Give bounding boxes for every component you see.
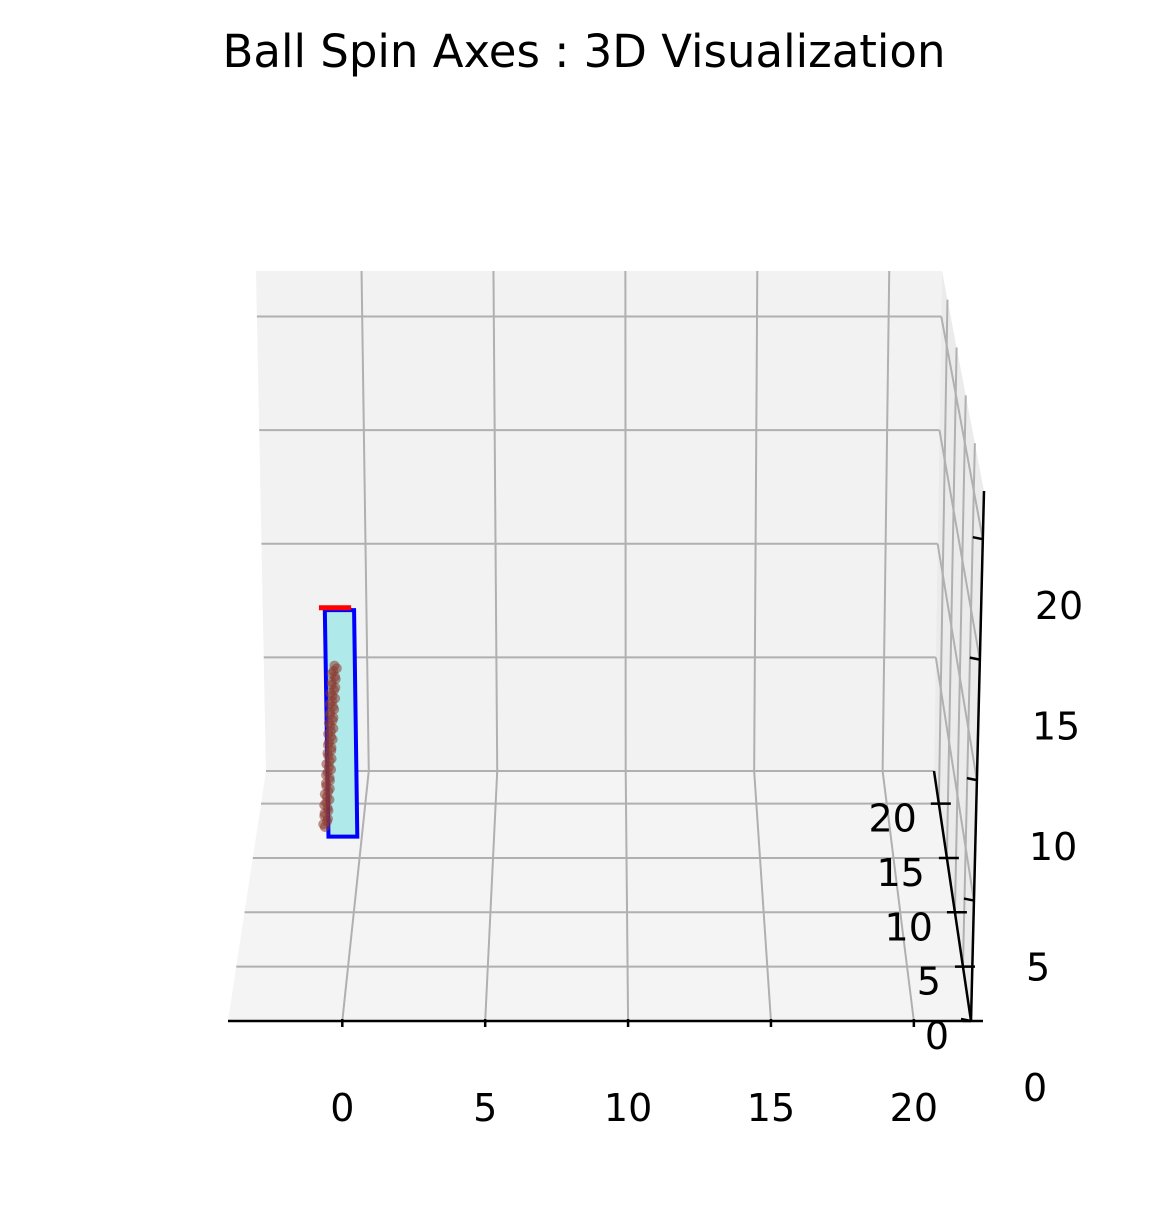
z-tick-label-20: 20 — [1035, 584, 1083, 628]
back-grid-x-15 — [753, 270, 759, 772]
z-tick-label-5: 5 — [1026, 946, 1050, 990]
floor-grid-x-0 — [341, 770, 370, 1022]
z-tick-label-10: 10 — [1029, 825, 1077, 869]
x-tick-label-5: 5 — [473, 1086, 497, 1130]
z-tick-20 — [972, 535, 984, 541]
z-axis-ticks: 0 5 10 15 20 — [960, 535, 1083, 1110]
z-tick-label-15: 15 — [1032, 705, 1080, 749]
right-grid-y-5 — [961, 443, 976, 967]
right-grid-y-10 — [953, 395, 967, 913]
right-grid-z-20 — [940, 316, 984, 540]
x-tick-label-20: 20 — [890, 1086, 938, 1130]
z-tick-15 — [969, 656, 981, 661]
y-tick-label-0: 0 — [925, 1014, 949, 1058]
x-tick-label-15: 15 — [747, 1086, 795, 1130]
grid-lines — [228, 270, 985, 1022]
z-axis-line — [969, 490, 986, 1022]
trace-point-59 — [319, 822, 330, 832]
right-grid-y-20 — [937, 299, 949, 804]
y-tick-label-15: 15 — [877, 851, 925, 895]
floor-grid-x-5 — [484, 770, 499, 1022]
z-tick-label-0: 0 — [1023, 1066, 1047, 1110]
z-tick-5 — [963, 897, 975, 902]
y-tick-label-5: 5 — [917, 960, 941, 1004]
axes-panes — [228, 271, 984, 1021]
y-tick-label-20: 20 — [868, 797, 916, 841]
back-pane — [256, 271, 942, 771]
back-grid-x-0 — [360, 270, 370, 772]
y-tick-label-10: 10 — [885, 905, 933, 949]
plot-objects — [318, 605, 360, 839]
y-axis-ticks: 0 5 10 15 20 — [868, 797, 983, 1058]
right-grid-z-15 — [938, 429, 981, 660]
z-tick-0 — [960, 1017, 972, 1023]
back-grid-x-20 — [881, 270, 891, 772]
back-grid-x-5 — [492, 270, 499, 772]
floor-grid-x-10 — [624, 770, 630, 1022]
floor-pane — [228, 771, 971, 1021]
x-tick-label-0: 0 — [330, 1086, 354, 1130]
floor-grid-x-15 — [753, 770, 772, 1022]
x-tick-label-10: 10 — [604, 1086, 652, 1130]
right-grid-y-15 — [945, 347, 958, 858]
axis-lines — [228, 490, 986, 1023]
floor-grid-x-20 — [881, 770, 915, 1022]
x-axis-ticks: 0 5 10 15 20 — [330, 1019, 938, 1130]
chart-title: Ball Spin Axes : 3D Visualization — [223, 25, 946, 78]
spin-axis-trace — [318, 660, 342, 832]
z-tick-10 — [966, 776, 978, 782]
y-axis-line — [932, 770, 973, 1022]
right-grid-z-5 — [934, 657, 975, 901]
right-grid-z-10 — [936, 543, 978, 781]
